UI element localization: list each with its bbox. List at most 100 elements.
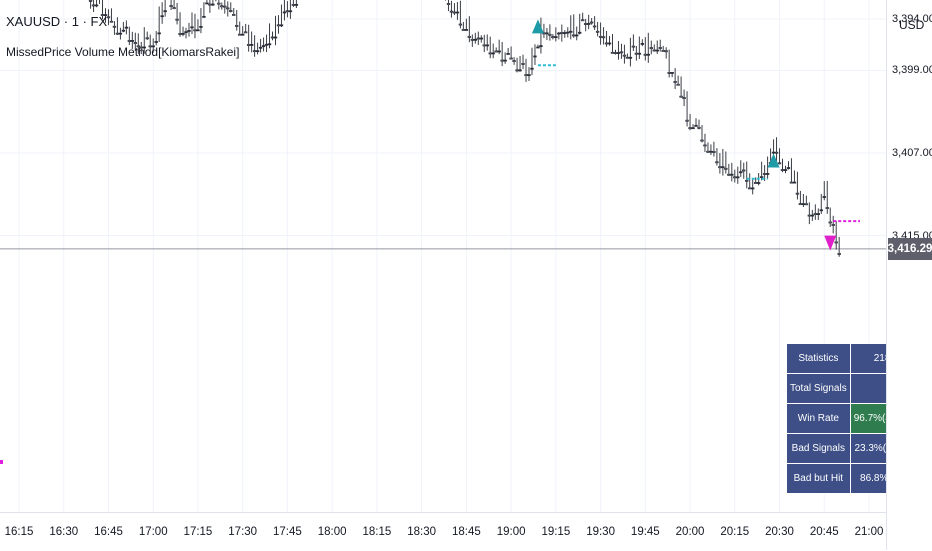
time-tick-label: 17:15 xyxy=(183,526,213,538)
candle-body-91 xyxy=(264,43,269,46)
candle-body-77 xyxy=(223,5,227,8)
candle-body-65 xyxy=(187,30,191,32)
candle-body-258 xyxy=(762,173,767,175)
candle-body-204 xyxy=(601,36,606,39)
chart-pane[interactable]: XAUUSD · 1 · FX MissedPrice Volume Metho… xyxy=(0,0,929,512)
candle-body-196 xyxy=(578,31,582,34)
candle-body-198 xyxy=(583,23,588,25)
candle-body-56 xyxy=(160,15,164,18)
candle-body-70 xyxy=(202,15,206,18)
price-chart[interactable] xyxy=(0,0,886,512)
time-tick-label: 19:45 xyxy=(630,526,660,538)
candle-body-219 xyxy=(646,53,650,56)
candle-body-256 xyxy=(756,182,761,184)
candle-body-166 xyxy=(488,52,492,55)
candle-body-54 xyxy=(154,41,158,43)
candle-body-71 xyxy=(205,2,209,5)
time-tick-label: 18:45 xyxy=(451,526,481,538)
candle-body-230 xyxy=(679,95,683,98)
candle-body-80 xyxy=(232,14,236,16)
candle-body-253 xyxy=(748,187,752,190)
candle-body-224 xyxy=(661,49,665,52)
candle-body-46 xyxy=(130,40,135,42)
candle-body-240 xyxy=(709,150,713,153)
candle-body-82 xyxy=(238,33,242,36)
candle-body-59 xyxy=(169,5,173,7)
candle-body-221 xyxy=(652,49,656,52)
candle-body-218 xyxy=(643,53,648,56)
indicator-title[interactable]: MissedPrice Volume Method[KiomarsRakei] xyxy=(6,45,240,59)
time-tick-label: 20:30 xyxy=(765,526,794,538)
candle-body-57 xyxy=(163,10,167,13)
price-axis[interactable]: USD 3,415.003,407.003,399.003,394.003,38… xyxy=(886,0,932,550)
candle-body-234 xyxy=(691,127,695,130)
stats-label: Win Rate xyxy=(786,403,851,434)
candle-body-200 xyxy=(589,21,594,24)
candle-body-60 xyxy=(172,7,176,10)
candle-body-269 xyxy=(795,192,800,195)
last-price-badge: 3,416.29 xyxy=(888,237,932,260)
time-tick-label: 17:00 xyxy=(138,526,168,538)
time-tick-label: 19:30 xyxy=(586,526,615,538)
candle-body-33 xyxy=(91,4,96,7)
candle-body-277 xyxy=(819,209,823,212)
left-marker xyxy=(0,460,3,464)
candle-body-274 xyxy=(810,214,815,217)
candle-body-157 xyxy=(461,29,466,31)
candle-body-263 xyxy=(777,162,782,165)
price-tick-label: 3,394.00 xyxy=(892,12,932,25)
candle-body-43 xyxy=(121,29,126,32)
candle-body-64 xyxy=(184,31,188,34)
candle-body-32 xyxy=(88,0,93,2)
candle-body-193 xyxy=(569,30,573,33)
candle-body-55 xyxy=(157,32,161,35)
candle-body-153 xyxy=(449,10,454,13)
candle-body-181 xyxy=(533,55,537,58)
candle-body-187 xyxy=(551,36,555,39)
candle-body-45 xyxy=(127,40,132,42)
candle-body-180 xyxy=(530,67,534,70)
currency-label[interactable]: USD xyxy=(899,18,925,32)
candle-body-195 xyxy=(575,34,579,37)
candle-body-211 xyxy=(622,54,627,57)
candle-body-236 xyxy=(697,126,701,129)
candle-body-202 xyxy=(595,30,600,33)
candle-body-86 xyxy=(249,44,254,46)
candle-body-162 xyxy=(476,37,480,40)
candle-body-280 xyxy=(828,221,832,224)
candle-body-163 xyxy=(479,37,483,40)
time-tick-label: 18:00 xyxy=(317,526,347,538)
candle-body-268 xyxy=(792,181,797,184)
candle-body-226 xyxy=(667,72,671,74)
candle-body-217 xyxy=(640,43,645,45)
candle-body-214 xyxy=(631,45,636,48)
price-tick-label: 3,407.00 xyxy=(892,147,932,159)
candle-body-48 xyxy=(136,45,140,48)
sell-signal-0 xyxy=(824,235,837,251)
time-tick-label: 18:30 xyxy=(407,526,437,538)
candle-body-241 xyxy=(712,151,716,153)
candle-body-88 xyxy=(255,50,260,53)
candle-body-81 xyxy=(235,24,239,27)
candle-body-238 xyxy=(703,144,707,147)
candle-body-41 xyxy=(115,32,120,35)
symbol-title[interactable]: XAUUSD · 1 · FX xyxy=(6,14,108,29)
time-axis[interactable]: 16:15 16:30 16:45 17:00 17:15 17:30 17:45 18:00… xyxy=(0,512,886,551)
time-tick-label: 20:45 xyxy=(809,526,839,538)
candle-body-282 xyxy=(834,241,838,244)
time-tick-label: 21:00 xyxy=(854,526,884,538)
candle-body-275 xyxy=(813,213,818,215)
candle-body-90 xyxy=(261,45,266,47)
candle-body-95 xyxy=(276,24,281,27)
candle-body-239 xyxy=(706,150,710,153)
candle-body-271 xyxy=(801,203,806,206)
candle-body-161 xyxy=(473,38,478,41)
candle-body-243 xyxy=(718,166,722,169)
candle-body-237 xyxy=(700,139,704,142)
candle-body-62 xyxy=(178,33,182,35)
candle-body-250 xyxy=(739,171,743,174)
candle-body-197 xyxy=(580,19,585,22)
candle-body-216 xyxy=(637,52,642,55)
candle-body-246 xyxy=(727,173,731,176)
stats-label: Total Signals xyxy=(786,373,851,404)
